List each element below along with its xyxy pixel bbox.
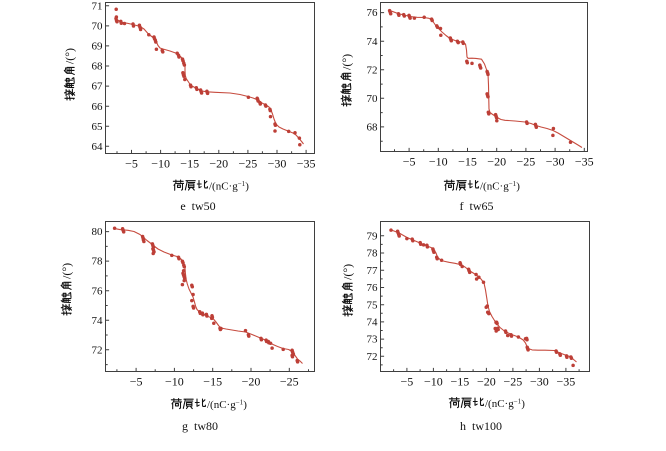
svg-text:−20: −20 — [487, 155, 506, 169]
svg-text:−10: −10 — [151, 157, 170, 171]
svg-text:72: 72 — [367, 64, 378, 76]
svg-text:72: 72 — [367, 351, 378, 363]
svg-text:72: 72 — [92, 344, 103, 356]
svg-text:/(°): /(°) — [339, 54, 353, 70]
svg-text:78: 78 — [367, 248, 379, 260]
svg-text:−35: −35 — [297, 157, 316, 171]
svg-text:h tw100: h tw100 — [460, 419, 502, 433]
svg-text:g tw80: g tw80 — [182, 419, 218, 433]
svg-text:74: 74 — [367, 317, 379, 329]
svg-text:−15: −15 — [458, 155, 477, 169]
svg-text:73: 73 — [367, 334, 379, 346]
svg-text:71: 71 — [92, 0, 103, 12]
svg-text:−5: −5 — [125, 157, 138, 171]
svg-text:−20: −20 — [209, 157, 228, 171]
svg-text:−15: −15 — [180, 157, 199, 171]
svg-text:e tw50: e tw50 — [180, 199, 215, 213]
svg-text:68: 68 — [92, 61, 104, 73]
svg-text:−5: −5 — [401, 375, 414, 389]
svg-text:65: 65 — [92, 121, 104, 133]
svg-text:66: 66 — [92, 101, 104, 113]
svg-text:70: 70 — [367, 93, 379, 105]
svg-text:−30: −30 — [268, 157, 287, 171]
svg-text:−15: −15 — [451, 375, 470, 389]
svg-text:−25: −25 — [280, 375, 299, 389]
svg-text:/(°): /(°) — [63, 48, 77, 64]
svg-text:−25: −25 — [517, 155, 536, 169]
svg-text:−10: −10 — [165, 375, 184, 389]
svg-text:−10: −10 — [429, 155, 448, 169]
svg-text:−5: −5 — [403, 155, 416, 169]
svg-text:67: 67 — [92, 81, 104, 93]
svg-text:74: 74 — [92, 315, 104, 327]
svg-text:79: 79 — [367, 230, 379, 242]
svg-text:74: 74 — [367, 36, 379, 48]
svg-text:70: 70 — [92, 21, 104, 33]
svg-text:76: 76 — [367, 282, 379, 294]
svg-text:77: 77 — [367, 265, 379, 277]
svg-text:−35: −35 — [575, 155, 594, 169]
svg-text:68: 68 — [367, 122, 379, 134]
svg-text:f tw65: f tw65 — [460, 199, 494, 213]
svg-text:−15: −15 — [203, 375, 222, 389]
svg-text:76: 76 — [92, 285, 104, 297]
svg-text:−5: −5 — [130, 375, 143, 389]
svg-text:−20: −20 — [242, 375, 261, 389]
svg-text:−35: −35 — [557, 375, 576, 389]
svg-text:−25: −25 — [504, 375, 523, 389]
svg-text:−25: −25 — [239, 157, 258, 171]
svg-text:69: 69 — [92, 41, 104, 53]
svg-text:−10: −10 — [424, 375, 443, 389]
svg-text:−30: −30 — [546, 155, 565, 169]
svg-text:80: 80 — [92, 226, 104, 238]
svg-text:64: 64 — [92, 141, 104, 153]
svg-text:−20: −20 — [477, 375, 496, 389]
svg-text:75: 75 — [367, 299, 379, 311]
svg-text:/(°): /(°) — [341, 264, 355, 280]
svg-text:/(°): /(°) — [60, 263, 74, 279]
svg-text:−30: −30 — [530, 375, 549, 389]
svg-text:76: 76 — [367, 7, 379, 19]
svg-text:78: 78 — [92, 256, 104, 268]
